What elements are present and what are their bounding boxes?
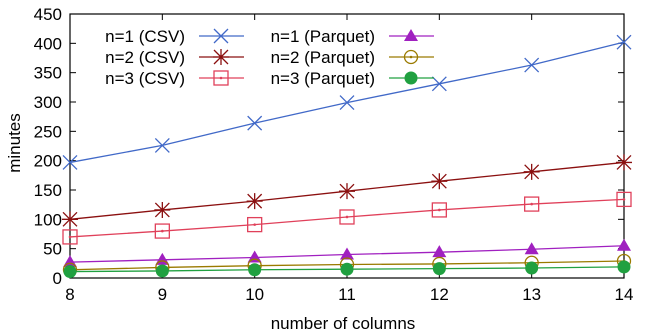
y-tick-label: 0 [53, 269, 62, 288]
data-point [431, 202, 447, 218]
data-point [523, 163, 540, 180]
y-tick-label: 450 [34, 5, 62, 24]
legend-label: n=3 (Parquet) [271, 69, 375, 88]
x-tick-label: 13 [522, 285, 541, 304]
legend-swatch-marker [213, 49, 229, 65]
data-point [339, 209, 355, 225]
data-point [339, 183, 355, 200]
series-group [62, 34, 632, 279]
data-point [524, 242, 539, 255]
legend: n=1 (CSV) n=1 (Parquet) n=2 (CSV) n=2 (Parq… [105, 27, 434, 88]
data-point [616, 154, 632, 171]
x-tick-label: 10 [245, 285, 264, 304]
data-point [62, 211, 78, 228]
y-axis-label: minutes [5, 113, 24, 173]
legend-swatch-marker [404, 71, 418, 85]
x-tick-label: 8 [65, 285, 74, 304]
data-point [63, 265, 77, 279]
y-tick-label: 200 [34, 152, 62, 171]
data-point [247, 216, 263, 233]
data-point [62, 154, 78, 170]
data-point [154, 223, 170, 239]
legend-label: n=1 (Parquet) [271, 27, 375, 46]
data-point [339, 95, 355, 111]
y-tick-label: 100 [34, 210, 62, 229]
data-point [525, 261, 539, 275]
data-point [247, 115, 263, 131]
legend-label: n=2 (CSV) [105, 48, 185, 67]
data-point [524, 196, 540, 212]
x-tick-label: 14 [615, 285, 634, 304]
y-tick-label: 400 [34, 34, 62, 53]
data-point [340, 262, 354, 276]
data-point [431, 76, 447, 92]
data-point [246, 193, 263, 210]
legend-swatch-marker [404, 29, 418, 41]
data-point [617, 260, 631, 274]
y-tick-label: 250 [34, 122, 62, 141]
data-point [154, 137, 170, 153]
legend-swatch-marker [213, 28, 229, 44]
data-point [154, 201, 171, 218]
y-tick-label: 350 [34, 64, 62, 83]
legend-label: n=2 (Parquet) [271, 48, 375, 67]
data-point [62, 229, 78, 245]
legend-swatch-marker [403, 49, 419, 65]
data-point [431, 173, 448, 190]
legend-label: n=3 (CSV) [105, 69, 185, 88]
data-point [617, 238, 631, 251]
data-point [340, 247, 354, 260]
y-tick-label: 150 [34, 181, 62, 200]
x-axis: 8 9 10 11 12 13 14 [65, 14, 633, 304]
data-point [616, 34, 632, 50]
data-point [432, 245, 447, 258]
data-point [155, 264, 169, 278]
x-tick-label: 9 [158, 285, 167, 304]
x-tick-label: 11 [338, 285, 356, 304]
legend-swatch-marker [213, 70, 229, 86]
x-axis-label: number of columns [271, 314, 416, 333]
data-point [432, 262, 446, 276]
data-point [524, 57, 540, 73]
data-point [616, 191, 632, 208]
y-axis: 0 50 100 150 200 250 300 350 400 450 [34, 5, 624, 288]
y-tick-label: 300 [34, 93, 62, 112]
data-point [248, 263, 262, 277]
legend-label: n=1 (CSV) [105, 27, 185, 46]
x-tick-label: 12 [430, 285, 449, 304]
y-tick-label: 50 [43, 240, 62, 259]
